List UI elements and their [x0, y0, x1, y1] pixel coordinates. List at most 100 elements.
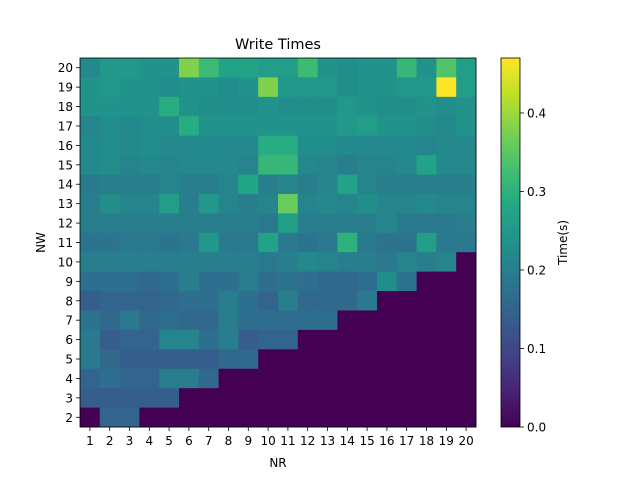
- y-tick-label: 17: [58, 119, 73, 133]
- heatmap-cell: [218, 291, 239, 311]
- heatmap-cell: [317, 368, 338, 389]
- heatmap-cell: [436, 271, 457, 292]
- heatmap-cell: [377, 96, 398, 117]
- heatmap-cell: [317, 116, 338, 137]
- heatmap-cell: [337, 174, 358, 195]
- heatmap-cell: [377, 213, 398, 234]
- heatmap-cell: [258, 407, 279, 428]
- heatmap-cell: [238, 368, 259, 389]
- heatmap-cell: [297, 252, 318, 273]
- heatmap-cell: [139, 58, 160, 78]
- heatmap-cell: [278, 96, 299, 117]
- y-axis: 2 3 4 5 6 7 8 9 10 11 12 13 14 15 16 17 18 19 20: [58, 61, 80, 425]
- x-tick-label: 15: [359, 434, 374, 448]
- heatmap-cell: [337, 96, 358, 117]
- heatmap-cell: [198, 193, 219, 214]
- heatmap-cell: [337, 407, 358, 428]
- heatmap-cell: [80, 310, 101, 331]
- heatmap-cell: [139, 213, 160, 234]
- heatmap-cell: [357, 291, 378, 311]
- heatmap-cell: [297, 77, 318, 98]
- heatmap-cell: [159, 174, 180, 195]
- heatmap-cell: [218, 310, 239, 331]
- heatmap-cell: [159, 252, 180, 273]
- y-tick-label: 2: [65, 411, 73, 425]
- heatmap-cell: [357, 77, 378, 98]
- heatmap-cell: [258, 252, 279, 273]
- heatmap-cell: [396, 407, 417, 428]
- heatmap-cell: [198, 96, 219, 117]
- heatmap-cell: [99, 329, 120, 350]
- heatmap-cell: [218, 232, 239, 253]
- heatmap-cell: [456, 271, 477, 292]
- heatmap-cell: [139, 155, 160, 175]
- heatmap-cell: [159, 77, 180, 98]
- heatmap-cell: [317, 271, 338, 292]
- heatmap-cell: [396, 155, 417, 175]
- heatmap-cell: [218, 349, 239, 370]
- y-tick-label: 3: [65, 391, 73, 405]
- heatmap-cell: [258, 174, 279, 195]
- heatmap-cell: [357, 96, 378, 117]
- heatmap-cell: [436, 135, 457, 156]
- y-tick-label: 15: [58, 158, 73, 172]
- heatmap-cell: [396, 291, 417, 311]
- heatmap-cell: [337, 77, 358, 98]
- heatmap-cell: [317, 174, 338, 195]
- heatmap-cell: [396, 349, 417, 370]
- heatmap-cell: [99, 155, 120, 175]
- heatmap-cell: [357, 232, 378, 253]
- heatmap-cells: [80, 58, 477, 428]
- heatmap-cell: [179, 135, 200, 156]
- heatmap-cell: [416, 349, 437, 370]
- heatmap-cell: [139, 407, 160, 428]
- heatmap-cell: [456, 155, 477, 175]
- heatmap-cell: [278, 155, 299, 175]
- x-tick-label: 6: [185, 434, 193, 448]
- heatmap-cell: [159, 135, 180, 156]
- heatmap-cell: [337, 135, 358, 156]
- heatmap-cell: [357, 58, 378, 78]
- heatmap-cell: [456, 291, 477, 311]
- heatmap-cell: [238, 252, 259, 273]
- heatmap-cell: [357, 310, 378, 331]
- heatmap-cell: [179, 116, 200, 137]
- heatmap-cell: [218, 388, 239, 408]
- y-tick-label: 12: [58, 217, 73, 231]
- heatmap-cell: [139, 349, 160, 370]
- heatmap-cell: [357, 135, 378, 156]
- colorbar-tick-label: 0.4: [527, 106, 546, 120]
- heatmap-cell: [99, 407, 120, 428]
- heatmap-cell: [258, 58, 279, 78]
- heatmap-cell: [377, 349, 398, 370]
- x-tick-label: 16: [379, 434, 394, 448]
- heatmap-cell: [119, 96, 140, 117]
- heatmap-cell: [218, 135, 239, 156]
- heatmap-cell: [436, 96, 457, 117]
- heatmap-cell: [456, 310, 477, 331]
- heatmap-cell: [337, 58, 358, 78]
- heatmap-cell: [159, 58, 180, 78]
- heatmap-cell: [416, 96, 437, 117]
- y-tick-label: 14: [58, 178, 73, 192]
- heatmap-cell: [159, 291, 180, 311]
- heatmap-cell: [179, 252, 200, 273]
- heatmap-cell: [80, 232, 101, 253]
- heatmap-cell: [278, 174, 299, 195]
- heatmap-cell: [377, 291, 398, 311]
- colorbar-label: Time(s): [556, 220, 570, 266]
- heatmap-cell: [258, 116, 279, 137]
- heatmap-cell: [416, 58, 437, 78]
- heatmap-cell: [179, 388, 200, 408]
- heatmap-cell: [119, 135, 140, 156]
- heatmap-cell: [159, 213, 180, 234]
- heatmap-cell: [258, 310, 279, 331]
- heatmap-cell: [456, 174, 477, 195]
- heatmap-cell: [357, 213, 378, 234]
- heatmap-cell: [297, 116, 318, 137]
- heatmap-cell: [99, 77, 120, 98]
- x-tick-label: 2: [106, 434, 114, 448]
- heatmap-cell: [357, 388, 378, 408]
- heatmap-cell: [238, 96, 259, 117]
- heatmap-cell: [436, 232, 457, 253]
